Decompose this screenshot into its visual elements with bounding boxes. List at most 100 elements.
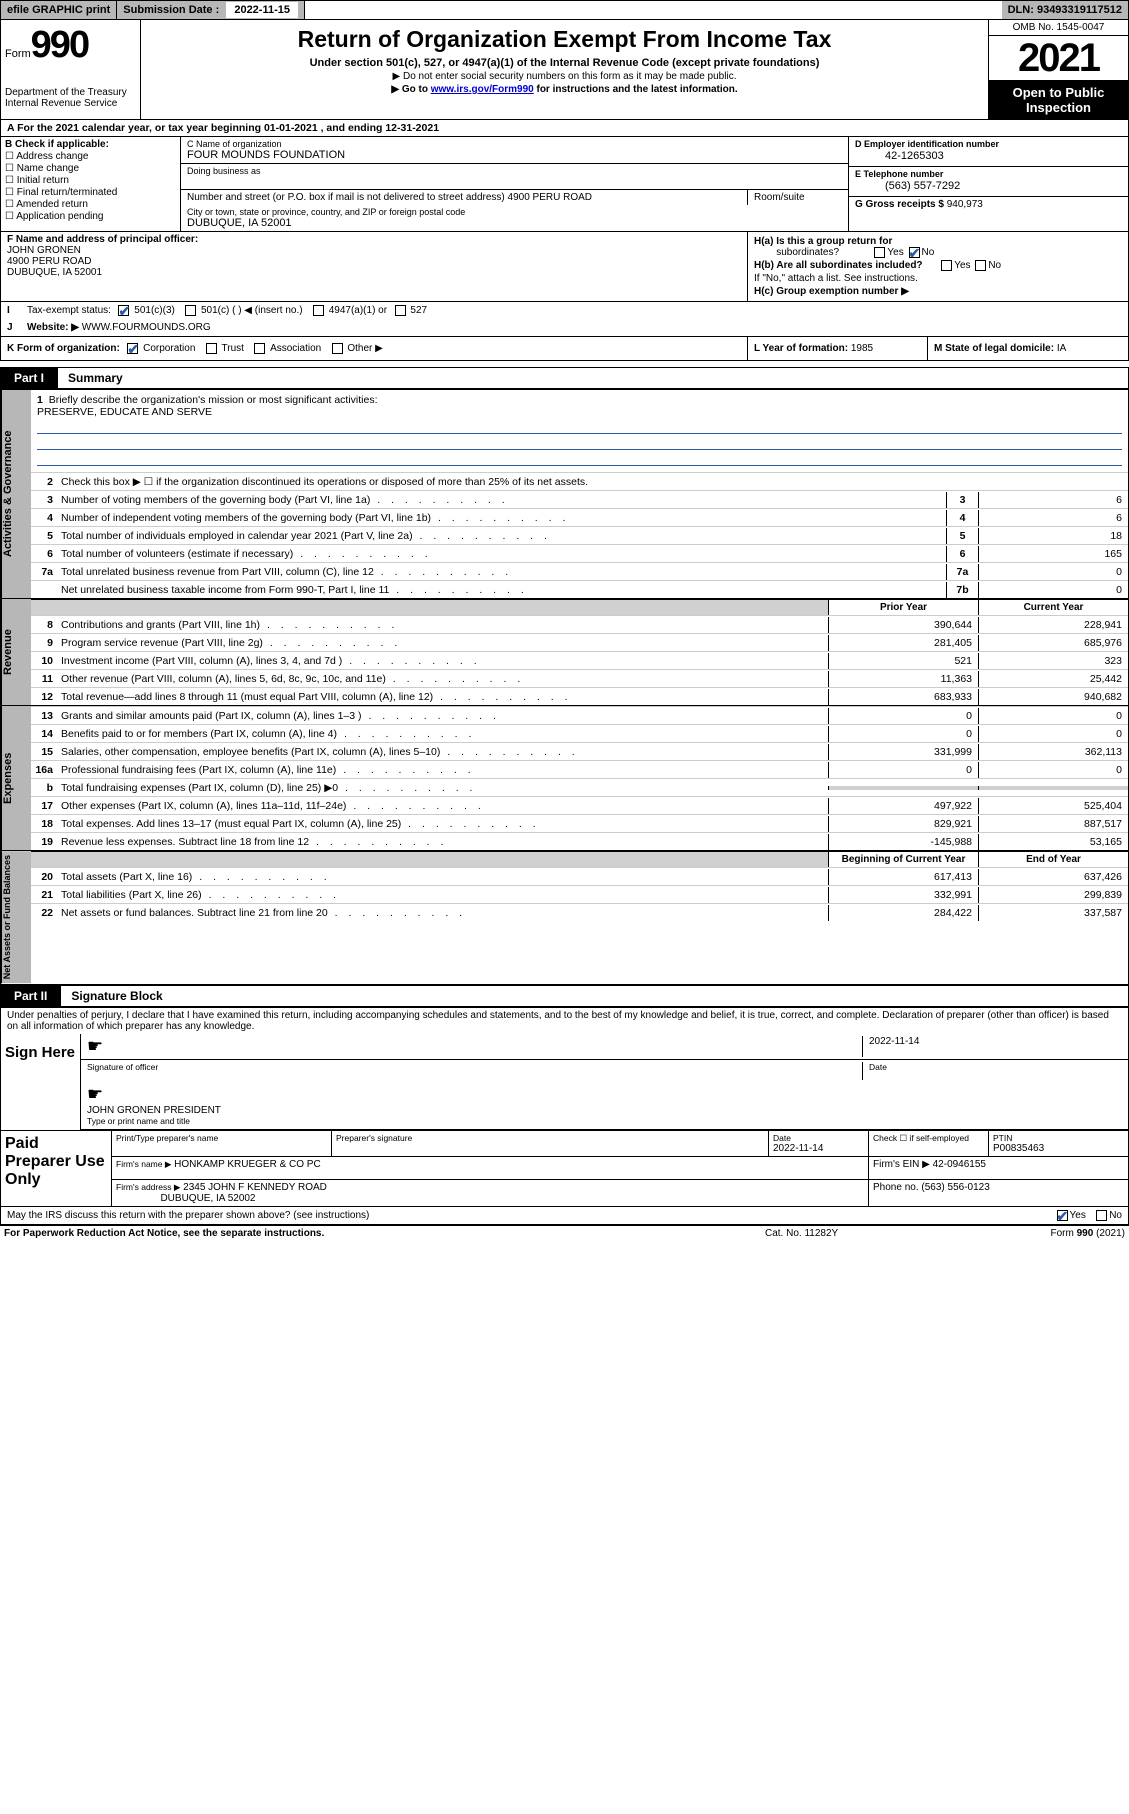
part1-title: Summary [58,367,1129,389]
gov-row: 5 Total number of individuals employed i… [31,526,1128,544]
dln-label: DLN: [1008,4,1034,16]
submission-date-label: Submission Date : [123,4,219,16]
dln: DLN: 93493319117512 [1002,1,1128,19]
city-value: DUBUQUE, IA 52001 [187,217,292,229]
part2-num: Part II [0,986,61,1006]
footer-right: Form 990 (2021) [965,1228,1125,1239]
tel-block: E Telephone number (563) 557-7292 [849,167,1128,197]
website-value: WWW.FOURMOUNDS.ORG [82,322,211,333]
sign-date: 2022-11-14 [862,1036,1122,1057]
ptin-value: P00835463 [993,1143,1044,1154]
hb-no-checkbox[interactable] [975,260,986,271]
footer-catno: Cat. No. 11282Y [765,1228,965,1239]
gov-row: 4 Number of independent voting members o… [31,508,1128,526]
calendar-year-row: A For the 2021 calendar year, or tax yea… [0,120,1129,137]
data-row: 13 Grants and similar amounts paid (Part… [31,706,1128,724]
submission-date: Submission Date : 2022-11-15 [117,1,305,19]
form-title: Return of Organization Exempt From Incom… [149,26,980,53]
expenses-section: Expenses 13 Grants and similar amounts p… [0,706,1129,851]
dept-treasury: Department of the Treasury [5,87,136,98]
gov-label: Activities & Governance [1,390,31,598]
501c3-checkbox[interactable] [118,305,129,316]
tel-label: E Telephone number [855,169,943,179]
gov-row: 3 Number of voting members of the govern… [31,490,1128,508]
end-year-hdr: End of Year [978,852,1128,867]
net-label: Net Assets or Fund Balances [1,851,31,983]
h-b: H(b) Are all subordinates included? Yes … [754,260,1122,271]
line2-row: 2Check this box ▶ ☐ if the organization … [31,472,1128,490]
form-word: Form [5,48,31,60]
section-bcd: B Check if applicable: ☐ Address change … [0,137,1129,232]
room-label: Room/suite [754,192,805,203]
tax-year: 2021 [989,36,1128,81]
form-org-row: K Form of organization: Corporation Trus… [1,337,748,360]
officer-block: F Name and address of principal officer:… [1,232,748,301]
omb-number: OMB No. 1545-0047 [989,20,1128,36]
addr-value: 4900 PERU ROAD [508,192,592,203]
header-right: OMB No. 1545-0047 2021 Open to Public In… [988,20,1128,119]
officer-addr: 4900 PERU ROAD [7,256,91,267]
gov-row: 7a Total unrelated business revenue from… [31,562,1128,580]
firm-ein: 42-0946155 [933,1159,986,1170]
rev-col-headers: Prior Year Current Year [31,599,1128,615]
tax-exempt-label: Tax-exempt status: [27,305,111,316]
year-formation: L Year of formation: 1985 [748,337,928,360]
officer-name: JOHN GRONEN [7,245,81,256]
efile-label: efile GRAPHIC print [1,1,117,19]
check-address-change[interactable]: ☐ Address change [5,151,176,162]
other-checkbox[interactable] [332,343,343,354]
ha-no-checkbox[interactable] [909,247,920,258]
perjury-text: Under penalties of perjury, I declare th… [1,1008,1128,1034]
signature-block: Under penalties of perjury, I declare th… [0,1007,1129,1131]
column-b: B Check if applicable: ☐ Address change … [1,137,181,231]
discuss-yes-checkbox[interactable] [1057,1210,1068,1221]
preparer-label: Paid Preparer Use Only [1,1131,111,1206]
subtitle-1: Under section 501(c), 527, or 4947(a)(1)… [149,57,980,69]
4947-checkbox[interactable] [313,305,324,316]
check-initial-return[interactable]: ☐ Initial return [5,175,176,186]
gov-row: Net unrelated business taxable income fr… [31,580,1128,598]
hb-yes-checkbox[interactable] [941,260,952,271]
data-row: 12 Total revenue—add lines 8 through 11 … [31,687,1128,705]
501c-checkbox[interactable] [185,305,196,316]
mission-val: PRESERVE, EDUCATE AND SERVE [37,406,212,418]
officer-label: F Name and address of principal officer: [7,234,198,245]
check-application-pending[interactable]: ☐ Application pending [5,211,176,222]
tel-value: (563) 557-7292 [855,180,1122,192]
trust-checkbox[interactable] [206,343,217,354]
open-public: Open to Public Inspection [989,81,1128,119]
dba-label: Doing business as [187,166,842,176]
527-checkbox[interactable] [395,305,406,316]
check-amended-return[interactable]: ☐ Amended return [5,199,176,210]
data-row: 10 Investment income (Part VIII, column … [31,651,1128,669]
firm-addr: 2345 JOHN F KENNEDY ROAD [183,1182,327,1193]
irs-link[interactable]: www.irs.gov/Form990 [431,84,534,95]
ha-yes-checkbox[interactable] [874,247,885,258]
signer-name: JOHN GRONEN PRESIDENT [87,1105,221,1116]
subtitle-3: ▶ Go to www.irs.gov/Form990 for instruct… [149,84,980,95]
section-klm: K Form of organization: Corporation Trus… [0,337,1129,361]
data-row: 11 Other revenue (Part VIII, column (A),… [31,669,1128,687]
form-num: 990 [31,24,88,66]
check-name-change[interactable]: ☐ Name change [5,163,176,174]
check-final-return[interactable]: ☐ Final return/terminated [5,187,176,198]
netassets-section: Net Assets or Fund Balances Beginning of… [0,851,1129,984]
corp-checkbox[interactable] [127,343,138,354]
sign-here-label: Sign Here [1,1034,81,1130]
sig-officer-label: Signature of officer [87,1062,862,1080]
ein-block: D Employer identification number 42-1265… [849,137,1128,167]
data-row: 22 Net assets or fund balances. Subtract… [31,903,1128,921]
form-number: Form990 [5,24,136,67]
net-col-headers: Beginning of Current Year End of Year [31,851,1128,867]
page-footer: For Paperwork Reduction Act Notice, see … [0,1225,1129,1241]
prior-year-hdr: Prior Year [828,600,978,615]
part1-header: Part I Summary [0,367,1129,389]
h-block: H(a) Is this a group return for subordin… [748,232,1128,301]
assoc-checkbox[interactable] [254,343,265,354]
sig-line2: ☛ JOHN GRONEN PRESIDENT Type or print na… [81,1082,1128,1130]
signer-name-label: Type or print name and title [87,1116,190,1126]
discuss-no-checkbox[interactable] [1096,1210,1107,1221]
tax-exempt-row: I Tax-exempt status: 501(c)(3) 501(c) ( … [1,302,1128,319]
footer-left: For Paperwork Reduction Act Notice, see … [4,1228,765,1239]
data-row: 21 Total liabilities (Part X, line 26) 3… [31,885,1128,903]
